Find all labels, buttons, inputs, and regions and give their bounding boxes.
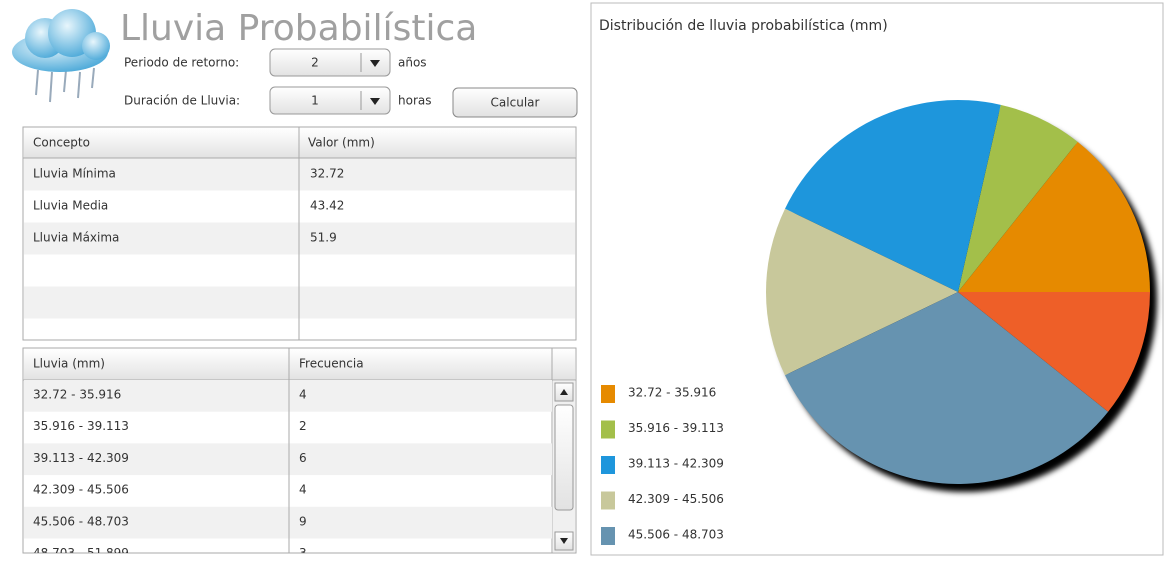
cell: 3 xyxy=(299,546,307,558)
cell: 48.703 - 51.899 xyxy=(33,546,129,558)
column-header: Lluvia (mm) xyxy=(33,357,105,371)
period-value: 2 xyxy=(311,56,319,70)
row-band xyxy=(24,380,552,412)
legend-swatch xyxy=(601,420,615,439)
cell: 4 xyxy=(299,483,307,497)
button-label: Calcular xyxy=(491,96,540,110)
row-band xyxy=(24,443,552,476)
pie-slice xyxy=(958,104,1078,292)
cloud-icon xyxy=(12,9,110,103)
cell: 51.9 xyxy=(310,231,337,245)
calculate-button[interactable]: Calcular xyxy=(452,87,578,118)
pie-slice xyxy=(958,141,1150,292)
pie xyxy=(765,100,1150,485)
frequency-rows: 32.72 - 35.916 4 35.916 - 39.113 2 39.113 - … xyxy=(24,380,552,558)
duration-label: Duración de Lluvia: xyxy=(124,94,240,108)
legend-swatch xyxy=(601,385,615,403)
period-select[interactable]: 2 xyxy=(269,48,391,77)
period-unit: años xyxy=(398,56,427,70)
cell: 32.72 xyxy=(310,167,344,181)
row-band xyxy=(24,506,552,539)
column-header: Concepto xyxy=(33,136,90,150)
duration-select[interactable]: 1 xyxy=(269,86,391,115)
legend-label: 35.916 - 39.113 xyxy=(628,421,724,435)
duration-value: 1 xyxy=(311,94,319,108)
legend: 32.72 - 35.916 35.916 - 39.113 39.113 - 42… xyxy=(601,385,724,545)
summary-table: Concepto Valor (mm) Lluvia Mínima 32.72 Lluv… xyxy=(22,126,577,341)
chart-title: Distribución de lluvia probabilística (m… xyxy=(599,18,888,34)
column-header: Valor (mm) xyxy=(308,136,375,150)
legend-label: 42.309 - 45.506 xyxy=(628,492,724,506)
cell: 9 xyxy=(299,514,307,528)
scrollbar[interactable] xyxy=(553,381,575,552)
cell: 35.916 - 39.113 xyxy=(33,419,129,433)
cell: 45.506 - 48.703 xyxy=(33,514,129,528)
cell: Lluvia Mínima xyxy=(33,167,116,181)
legend-label: 32.72 - 35.916 xyxy=(628,386,716,400)
cell: 39.113 - 42.309 xyxy=(33,451,129,465)
legend-swatch xyxy=(601,456,615,474)
duration-unit: horas xyxy=(398,94,432,108)
pie-slice xyxy=(785,100,1001,292)
legend-swatch xyxy=(601,527,615,545)
pie-slice xyxy=(785,292,1109,485)
cell: 6 xyxy=(299,451,307,465)
cell: 2 xyxy=(299,419,307,433)
pie-slice xyxy=(765,208,958,376)
legend-swatch xyxy=(601,491,615,510)
period-label: Periodo de retorno: xyxy=(124,56,239,70)
app-title: Lluvia Probabilística xyxy=(120,8,477,49)
column-header: Frecuencia xyxy=(299,357,364,371)
legend-label: 39.113 - 42.309 xyxy=(628,457,724,471)
cell: 42.309 - 45.506 xyxy=(33,483,129,497)
pie-slice xyxy=(958,292,1150,412)
cell: Lluvia Máxima xyxy=(33,231,119,245)
cell: 4 xyxy=(299,388,307,402)
legend-label: 45.506 - 48.703 xyxy=(628,528,724,542)
cell: 32.72 - 35.916 xyxy=(33,388,121,402)
cell: Lluvia Media xyxy=(33,199,108,213)
cell: 43.42 xyxy=(310,199,344,213)
